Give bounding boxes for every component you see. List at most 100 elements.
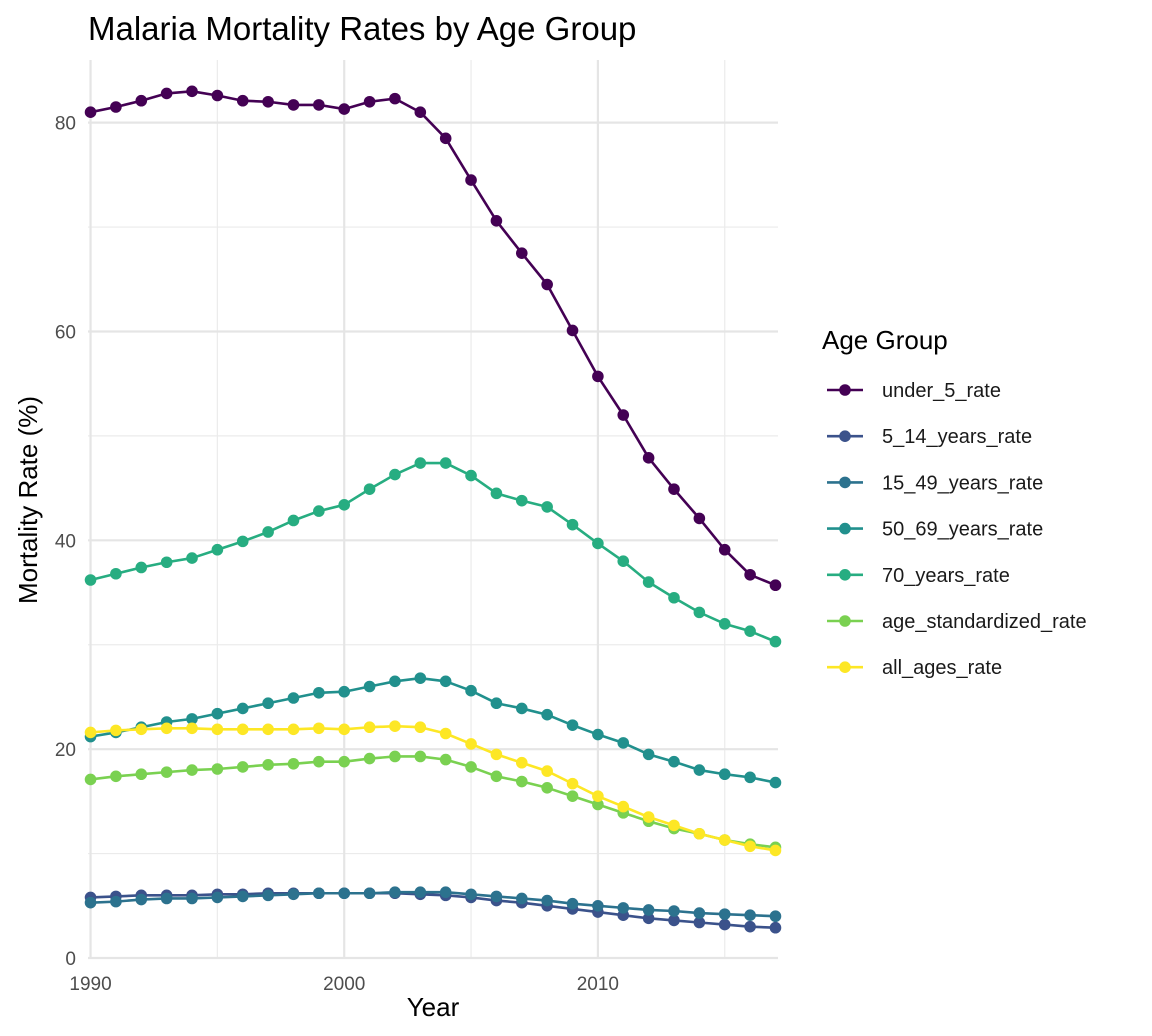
data-point [287, 514, 300, 527]
data-point [338, 887, 351, 900]
data-point [313, 686, 325, 699]
data-point [439, 675, 452, 688]
data-point [490, 487, 503, 500]
series-line [90, 724, 776, 852]
data-point [465, 761, 477, 773]
data-point [769, 776, 782, 789]
data-point [84, 106, 97, 119]
legend-item: 15_49_years_rate [827, 472, 1043, 494]
data-point [744, 771, 756, 784]
data-point [287, 99, 300, 111]
series-line [90, 90, 776, 587]
data-point [769, 910, 782, 923]
data-point [668, 914, 680, 927]
data-point [642, 912, 655, 925]
data-point [541, 278, 553, 291]
y-axis-ticks: 0 20 40 60 80 [55, 114, 76, 970]
legend-item: 5_14_years_rate [827, 426, 1032, 448]
data-point [642, 904, 655, 916]
data-point [592, 790, 604, 802]
data-point [642, 576, 655, 588]
data-point [515, 892, 528, 905]
data-point [439, 727, 452, 740]
data-point [566, 324, 579, 337]
y-axis-title: Mortality Rate (%) [13, 396, 43, 604]
data-point [414, 106, 427, 119]
data-point [313, 887, 325, 900]
data-point [490, 697, 503, 710]
data-point [84, 726, 97, 739]
data-point [389, 720, 401, 732]
data-point [566, 518, 579, 531]
y-tick-label: 0 [65, 949, 76, 970]
data-point [718, 918, 731, 931]
data-point [363, 721, 376, 734]
data-point [84, 896, 97, 909]
legend-label: under_5_rate [882, 380, 1001, 402]
data-point [236, 94, 249, 107]
legend-title: Age Group [822, 325, 948, 355]
data-point [668, 591, 680, 604]
legend-label: 50_69_years_rate [882, 519, 1043, 541]
data-point [617, 409, 630, 421]
data-point [465, 738, 477, 750]
legend-label: 70_years_rate [882, 565, 1010, 587]
data-point [744, 920, 756, 933]
data-point [744, 625, 756, 637]
data-point [744, 909, 756, 921]
data-point [287, 723, 300, 736]
series-under_5_rate [84, 85, 782, 592]
data-point [490, 748, 503, 761]
data-point [186, 764, 198, 776]
data-point [211, 543, 224, 556]
data-point [541, 501, 553, 513]
data-point [617, 902, 630, 914]
data-point [744, 568, 756, 581]
data-point [338, 685, 351, 698]
data-point [668, 905, 680, 917]
data-point [287, 757, 300, 770]
y-tick-label: 20 [55, 740, 76, 761]
data-point [236, 761, 249, 773]
data-point [363, 752, 376, 765]
x-tick-label: 2010 [577, 974, 619, 995]
series-15_49_years_rate [84, 886, 782, 923]
data-point [465, 888, 477, 901]
data-point [642, 452, 655, 464]
data-point [668, 483, 680, 495]
data-point [515, 702, 528, 715]
data-point [363, 483, 376, 495]
data-point [313, 99, 325, 111]
data-point [338, 723, 351, 736]
data-point [313, 755, 325, 768]
x-tick-label: 1990 [69, 974, 111, 995]
plot-area [84, 60, 782, 960]
series-layer [84, 85, 782, 934]
data-point [414, 721, 427, 734]
data-point [110, 567, 122, 580]
legend-key-point [839, 522, 851, 535]
data-point [566, 719, 579, 731]
data-point [693, 764, 706, 776]
data-point [718, 834, 731, 846]
data-point [211, 723, 224, 736]
data-point [135, 723, 148, 736]
data-point [693, 916, 706, 929]
y-tick-label: 80 [55, 114, 76, 135]
data-point [211, 89, 224, 102]
data-point [211, 707, 224, 720]
legend-label: 5_14_years_rate [882, 426, 1032, 448]
data-point [465, 174, 477, 186]
data-point [110, 101, 122, 113]
data-point [135, 561, 148, 574]
data-point [693, 907, 706, 919]
series-50_69_years_rate [84, 672, 782, 789]
data-point [110, 770, 122, 783]
data-point [160, 87, 173, 100]
data-point [490, 890, 503, 903]
data-point [515, 247, 528, 259]
data-point [186, 552, 198, 564]
data-point [236, 723, 249, 736]
data-point [541, 894, 553, 907]
data-point [592, 537, 604, 550]
